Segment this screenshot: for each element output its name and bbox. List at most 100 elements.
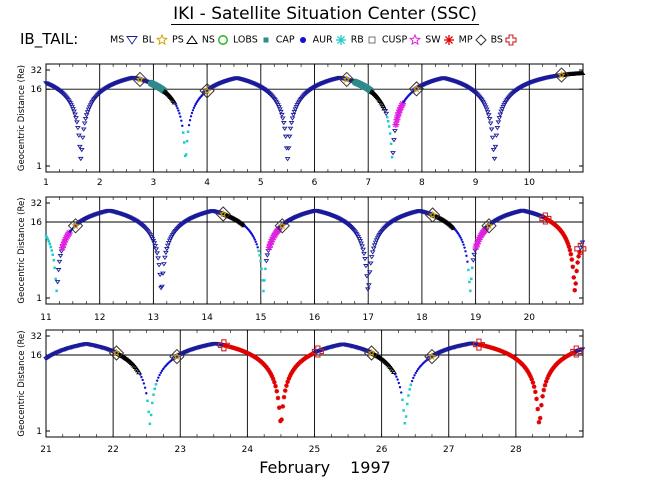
orbit-point-ms [161, 262, 167, 267]
orbit-point-cap [180, 119, 183, 122]
orbit-point-sw [274, 388, 280, 394]
x-tick-label: 11 [40, 313, 51, 323]
square-icon [263, 37, 269, 43]
legend: MS BL PS NS LOBS CAP AUR RB CUSP SW MP BS [110, 34, 521, 46]
orbit-point-ms [106, 84, 113, 89]
magnetopause-crossing-marker [132, 71, 148, 88]
orbit-point-ms [286, 134, 293, 139]
legend-item-label: AUR [312, 34, 333, 46]
orbit-point-ms [389, 220, 395, 225]
orbit-point-ms [420, 83, 426, 88]
legend-item-label: MP [458, 34, 473, 46]
orbit-point-ms [493, 218, 500, 223]
x-tick-label: 24 [242, 445, 254, 455]
orbit-point-ms [315, 83, 322, 88]
orbit-point-sw [576, 254, 581, 259]
y-tick-label: 32 [31, 332, 42, 342]
bow-shock-crossing-marker [539, 212, 552, 225]
orbit-point-ms [482, 105, 489, 110]
orbit-point-ms [275, 103, 281, 108]
orbit-point-ms [184, 218, 190, 224]
orbit-point-ms [496, 216, 503, 222]
orbit-point-ms [470, 258, 477, 263]
orbit-point-ms [155, 256, 161, 261]
x-tick-label: 9 [473, 178, 479, 188]
orbit-point-ms [367, 261, 374, 266]
bow-shock-crossing-marker [217, 339, 230, 352]
orbit-point-aur [403, 421, 407, 425]
orbit-point-ms [491, 156, 498, 162]
orbit-point-ms [150, 238, 157, 244]
orbit-point-ms [84, 110, 91, 115]
orbit-point-aur [152, 393, 155, 396]
orbit-point-aur [46, 238, 50, 241]
orbit-point-ms [79, 135, 86, 141]
orbit-point-sw [573, 281, 578, 286]
orbit-point-ps [391, 369, 397, 375]
diamond-icon [474, 34, 487, 46]
orbit-point-ms [82, 116, 89, 122]
orbit-point-aur [154, 383, 158, 386]
y-tick-label: 16 [31, 218, 43, 228]
orbit-point-ms [152, 244, 159, 249]
orbit-point-ms [103, 86, 109, 91]
x-tick-label: 16 [309, 313, 321, 323]
x-tick-label: 15 [255, 313, 266, 323]
legend-item-ns: NS [202, 34, 232, 46]
orbit-point-sw [276, 405, 282, 410]
orbit-point-cap [188, 119, 192, 122]
orbit-point-sw [536, 420, 542, 425]
boundary-star-marker [557, 70, 566, 79]
orbit-point-ms [77, 219, 84, 225]
orbit-point-sw [537, 415, 543, 421]
orbit-point-ms [358, 241, 364, 246]
orbit-point-ms [291, 109, 298, 115]
orbit-point-cap [145, 392, 148, 395]
orbit-point-ms [357, 239, 363, 244]
orbit-point-ms [151, 241, 158, 246]
orbit-point-cap [413, 374, 416, 377]
orbit-point-ms [395, 216, 401, 221]
orbit-point-aur [149, 413, 153, 417]
orbit-point-ms [282, 134, 289, 139]
orbit-point-ms [263, 259, 270, 264]
magnetopause-crossing-marker [424, 207, 441, 223]
orbit-point-sw [281, 394, 287, 400]
orbit-point-ms [579, 240, 586, 245]
orbit-point-ms [495, 120, 502, 125]
orbit-point-cap [139, 373, 142, 376]
magnetopause-crossing-marker [553, 67, 570, 83]
legend-item-label: BS [490, 34, 503, 46]
boundary-star-marker [412, 84, 421, 93]
chart-title-text: IKI - Satellite Situation Center (SSC) [171, 4, 479, 25]
orbit-point-ms [265, 249, 272, 254]
y-axis-label: Geocentric Distance (Re) [17, 197, 27, 303]
orbit-point-ms [390, 219, 396, 224]
orbit-point-aur [49, 245, 53, 249]
orbit-point-ms [54, 280, 61, 285]
orbit-point-ms [185, 218, 191, 223]
orbit-point-sw [570, 264, 576, 270]
orbit-point-ms [493, 133, 500, 138]
orbit-point-aur [404, 415, 408, 418]
orbit-point-cap [412, 376, 415, 380]
orbit-point-ms [497, 216, 504, 221]
orbit-point-cap [142, 382, 146, 385]
footer-month: February [259, 458, 331, 477]
orbit-point-ms [485, 113, 492, 118]
orbit-point-ms [279, 112, 285, 118]
orbit-point-ms [364, 274, 370, 279]
boundary-star-marker [112, 348, 121, 357]
y-tick-label: 32 [31, 66, 42, 76]
magnetopause-crossing-marker [108, 345, 125, 361]
orbit-point-cap [462, 243, 465, 246]
orbit-point-ps [579, 70, 586, 76]
orbit-point-ms [289, 116, 296, 121]
legend-item-aur: AUR [313, 34, 350, 46]
orbit-point-cap [463, 246, 466, 249]
orbit-point-ms [519, 84, 526, 89]
x-tick-label: 4 [204, 178, 210, 188]
orbit-point-aur [53, 266, 56, 270]
orbit-point-ms [154, 251, 160, 256]
magnetopause-crossing-marker [408, 81, 425, 97]
